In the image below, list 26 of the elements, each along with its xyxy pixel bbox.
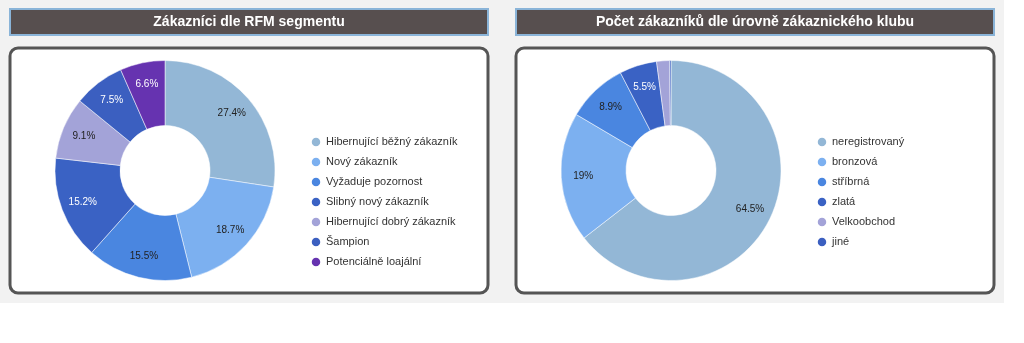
legend-label: neregistrovaný xyxy=(832,135,905,147)
legend-label: bronzová xyxy=(832,155,879,167)
legend-label: Velkoobchod xyxy=(832,215,895,227)
legend-label: Hibernující dobrý zákazník xyxy=(326,215,457,227)
legend-label: Nový zákazník xyxy=(326,155,399,167)
legend-label: Vyžaduje pozornost xyxy=(326,175,423,187)
data-label: 15.2% xyxy=(68,195,98,207)
legend-label: zlatá xyxy=(832,195,857,207)
chart-title: Zákazníci dle RFM segmentu xyxy=(153,13,345,29)
data-label: 6.6% xyxy=(135,78,159,90)
legend-label: Šampion xyxy=(326,235,370,247)
legend-label: Slibný nový zákazník xyxy=(326,195,430,207)
data-label: 8.9% xyxy=(599,100,623,112)
legend-label: Potenciálně loajální xyxy=(326,255,422,267)
data-label: 27.4% xyxy=(217,107,247,119)
data-label: 7.5% xyxy=(100,94,124,106)
data-label: 5.5% xyxy=(633,80,657,92)
legend-label: jiné xyxy=(831,235,850,247)
data-label: 15.5% xyxy=(129,249,159,261)
data-label: 18.7% xyxy=(215,223,245,235)
legend-label: Hibernující běžný zákazník xyxy=(326,135,458,147)
data-label: 64.5% xyxy=(735,203,765,215)
legend-label: stříbrná xyxy=(832,175,871,187)
chart-title: Počet zákazníků dle úrovně zákaznického klubu xyxy=(595,13,915,29)
data-label: 19% xyxy=(573,170,594,182)
data-label: 9.1% xyxy=(72,130,96,142)
